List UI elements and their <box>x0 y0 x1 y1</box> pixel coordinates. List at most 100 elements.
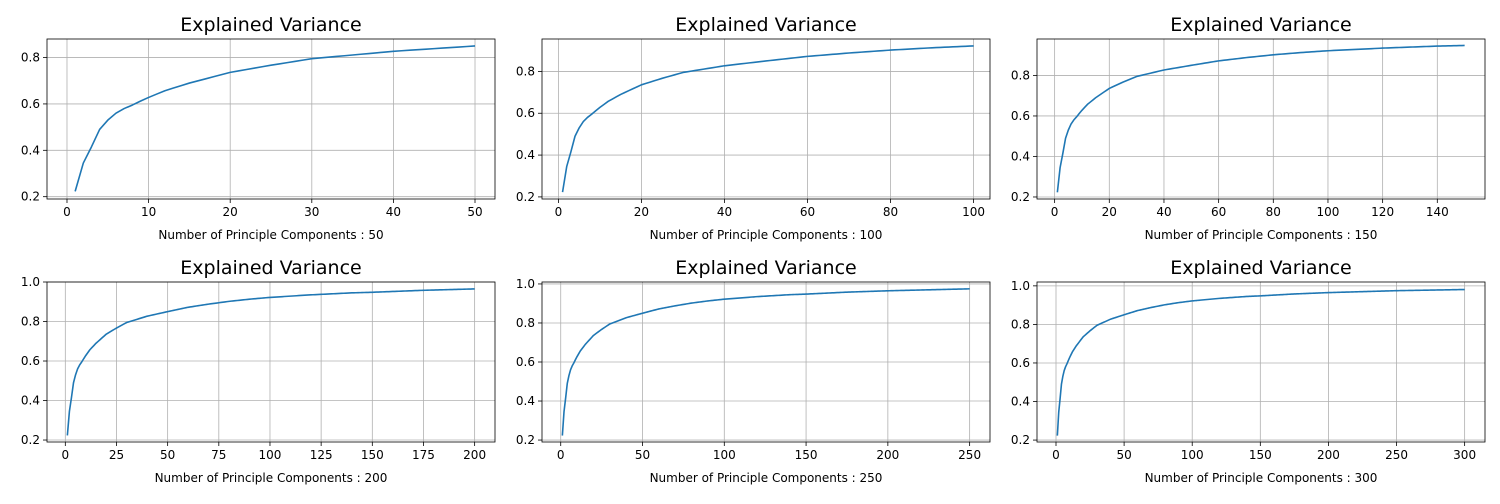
x-tick-label: 150 <box>1249 448 1272 462</box>
y-tick-label: 0.8 <box>1011 317 1030 331</box>
y-tick-label: 0.4 <box>516 394 535 408</box>
y-tick-label: 1.0 <box>21 275 40 289</box>
series-line <box>1056 44 1465 193</box>
y-tick-label: 0.6 <box>21 97 40 111</box>
x-tick-label: 40 <box>386 205 401 219</box>
chart-title: Explained Variance <box>180 14 361 36</box>
x-tick-label: 150 <box>795 448 818 462</box>
y-tick-label: 1.0 <box>1011 279 1030 293</box>
y-tick-label: 0.2 <box>21 190 40 204</box>
y-tick-label: 0.6 <box>1011 356 1030 370</box>
x-tick-label: 125 <box>310 448 333 462</box>
y-tick-label: 0.4 <box>1011 395 1030 409</box>
y-tick-label: 0.4 <box>516 148 535 162</box>
chart-title: Explained Variance <box>675 257 856 279</box>
x-tick-label: 50 <box>1116 448 1131 462</box>
x-tick-label: 80 <box>883 205 898 219</box>
x-tick-label: 100 <box>259 448 282 462</box>
x-axis-label: Number of Principle Components : 300 <box>1145 471 1378 485</box>
x-tick-label: 0 <box>1052 448 1060 462</box>
series-line <box>561 288 970 436</box>
axes-frame <box>1036 38 1486 200</box>
series-line <box>561 45 974 193</box>
x-tick-label: 200 <box>876 448 899 462</box>
y-tick-label: 0.8 <box>21 315 40 329</box>
x-tick-label: 80 <box>1266 205 1281 219</box>
x-tick-label: 100 <box>962 205 985 219</box>
axes-frame <box>46 38 496 200</box>
subplot-5: 0 50 100 150 200 250 0.2 0.4 0.6 0.8 1.0 Explained … <box>516 257 991 485</box>
axes-frame <box>46 281 496 443</box>
x-tick-label: 200 <box>1317 448 1340 462</box>
x-tick-label: 150 <box>361 448 384 462</box>
x-tick-label: 250 <box>1385 448 1408 462</box>
x-tick-label: 100 <box>713 448 736 462</box>
x-tick-label: 100 <box>1181 448 1204 462</box>
x-tick-label: 200 <box>463 448 486 462</box>
x-tick-label: 20 <box>1102 205 1117 219</box>
x-tick-label: 10 <box>141 205 156 219</box>
x-tick-label: 20 <box>223 205 238 219</box>
y-tick-label: 0.8 <box>21 51 40 65</box>
x-axis-label: Number of Principle Components : 50 <box>158 228 383 242</box>
y-tick-label: 0.2 <box>516 433 535 447</box>
x-tick-label: 140 <box>1426 205 1449 219</box>
series-line <box>66 288 475 436</box>
y-tick-label: 0.8 <box>1011 68 1030 82</box>
chart-title: Explained Variance <box>180 257 361 279</box>
y-tick-label: 0.4 <box>21 394 40 408</box>
y-tick-label: 0.8 <box>516 316 535 330</box>
x-axis-label: Number of Principle Components : 150 <box>1145 228 1378 242</box>
x-tick-label: 175 <box>412 448 435 462</box>
y-tick-label: 0.2 <box>21 433 40 447</box>
y-tick-label: 0.6 <box>516 106 535 120</box>
y-tick-label: 0.6 <box>516 355 535 369</box>
subplot-1: 0 10 20 30 40 50 0.2 0.4 0.6 0.8 Explained Varianc… <box>21 14 496 242</box>
series-line <box>74 45 476 192</box>
x-tick-label: 50 <box>160 448 175 462</box>
x-axis-label: Number of Principle Components : 100 <box>650 228 883 242</box>
x-tick-label: 0 <box>557 448 565 462</box>
y-tick-label: 0.4 <box>1011 149 1030 163</box>
x-tick-label: 40 <box>1156 205 1171 219</box>
x-tick-label: 20 <box>634 205 649 219</box>
subplot-4: 0 25 50 75 100 125 150 175 200 0.2 0.4 0.6 0.8 1.0 Exp… <box>21 257 496 485</box>
x-tick-label: 0 <box>63 205 71 219</box>
x-tick-label: 60 <box>800 205 815 219</box>
y-tick-label: 0.2 <box>516 190 535 204</box>
axes-frame <box>541 38 991 200</box>
x-tick-label: 120 <box>1371 205 1394 219</box>
x-tick-label: 100 <box>1317 205 1340 219</box>
y-tick-label: 1.0 <box>516 277 535 291</box>
y-tick-label: 0.2 <box>1011 190 1030 204</box>
x-tick-label: 50 <box>467 205 482 219</box>
y-tick-label: 0.4 <box>21 143 40 157</box>
x-tick-label: 40 <box>717 205 732 219</box>
chart-title: Explained Variance <box>675 14 856 36</box>
y-tick-label: 0.8 <box>516 64 535 78</box>
x-tick-label: 300 <box>1453 448 1476 462</box>
x-tick-label: 0 <box>61 448 69 462</box>
x-tick-label: 250 <box>958 448 981 462</box>
x-axis-label: Number of Principle Components : 200 <box>155 471 388 485</box>
x-tick-label: 75 <box>211 448 226 462</box>
chart-title: Explained Variance <box>1170 257 1351 279</box>
x-tick-label: 0 <box>555 205 563 219</box>
series-line <box>1056 288 1465 436</box>
axes-frame <box>1036 281 1486 443</box>
y-tick-label: 0.6 <box>1011 109 1030 123</box>
x-axis-label: Number of Principle Components : 250 <box>650 471 883 485</box>
x-tick-label: 50 <box>635 448 650 462</box>
x-tick-label: 30 <box>304 205 319 219</box>
y-tick-label: 0.2 <box>1011 433 1030 447</box>
x-tick-label: 60 <box>1211 205 1226 219</box>
chart-title: Explained Variance <box>1170 14 1351 36</box>
x-tick-label: 0 <box>1051 205 1059 219</box>
subplot-6: 0 50 100 150 200 250 300 0.2 0.4 0.6 0.8 1.0 Explain… <box>1011 257 1486 485</box>
subplot-3: 0 20 40 60 80 100 120 140 0.2 0.4 0.6 0.8 Explained … <box>1011 14 1486 242</box>
subplot-2: 0 20 40 60 80 100 0.2 0.4 0.6 0.8 Explained Varian… <box>516 14 991 242</box>
y-tick-label: 0.6 <box>21 354 40 368</box>
x-tick-label: 25 <box>109 448 124 462</box>
